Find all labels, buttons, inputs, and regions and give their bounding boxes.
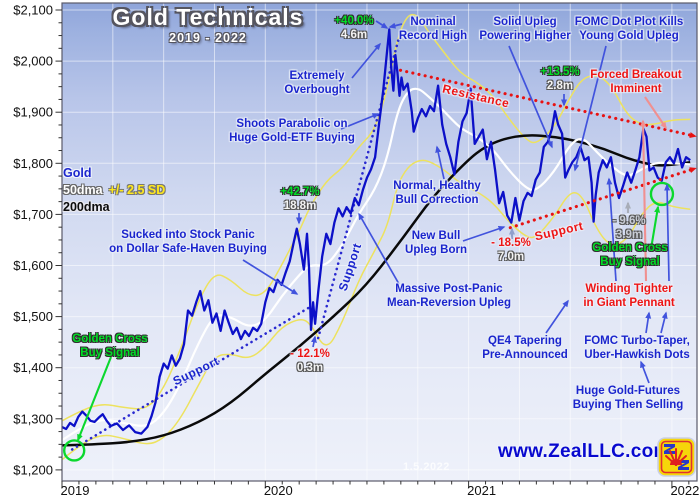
svg-text:2022: 2022 bbox=[670, 483, 699, 498]
series-legend: Gold 50dma +/- 2.5 SD 200dma bbox=[63, 165, 165, 216]
svg-text:$1,300: $1,300 bbox=[13, 411, 53, 426]
chart-subtitle: 2019 - 2022 bbox=[169, 31, 247, 45]
legend-sd-band: +/- 2.5 SD bbox=[108, 183, 166, 197]
svg-text:$1,500: $1,500 bbox=[13, 309, 53, 324]
svg-text:$1,600: $1,600 bbox=[13, 258, 53, 273]
svg-text:$1,900: $1,900 bbox=[13, 105, 53, 120]
svg-text:$1,400: $1,400 bbox=[13, 360, 53, 375]
svg-text:$1,200: $1,200 bbox=[13, 462, 53, 477]
zeal-logo bbox=[657, 437, 696, 477]
svg-text:$2,000: $2,000 bbox=[13, 54, 53, 69]
legend-gold: Gold bbox=[63, 166, 92, 180]
chart-date-watermark: 1.5.2022 bbox=[403, 461, 450, 473]
legend-200dma: 200dma bbox=[63, 200, 110, 214]
zeal-logo-icon bbox=[657, 437, 696, 477]
svg-text:$1,700: $1,700 bbox=[13, 207, 53, 222]
svg-text:2020: 2020 bbox=[264, 483, 293, 498]
svg-text:2019: 2019 bbox=[61, 483, 90, 498]
svg-text:$2,100: $2,100 bbox=[13, 3, 53, 18]
legend-50dma: 50dma bbox=[63, 183, 103, 197]
chart-title: Gold Technicals bbox=[112, 4, 304, 30]
svg-text:2021: 2021 bbox=[467, 483, 496, 498]
svg-text:$1,800: $1,800 bbox=[13, 156, 53, 171]
zeal-website-link[interactable]: www.ZealLLC.com bbox=[498, 441, 671, 462]
